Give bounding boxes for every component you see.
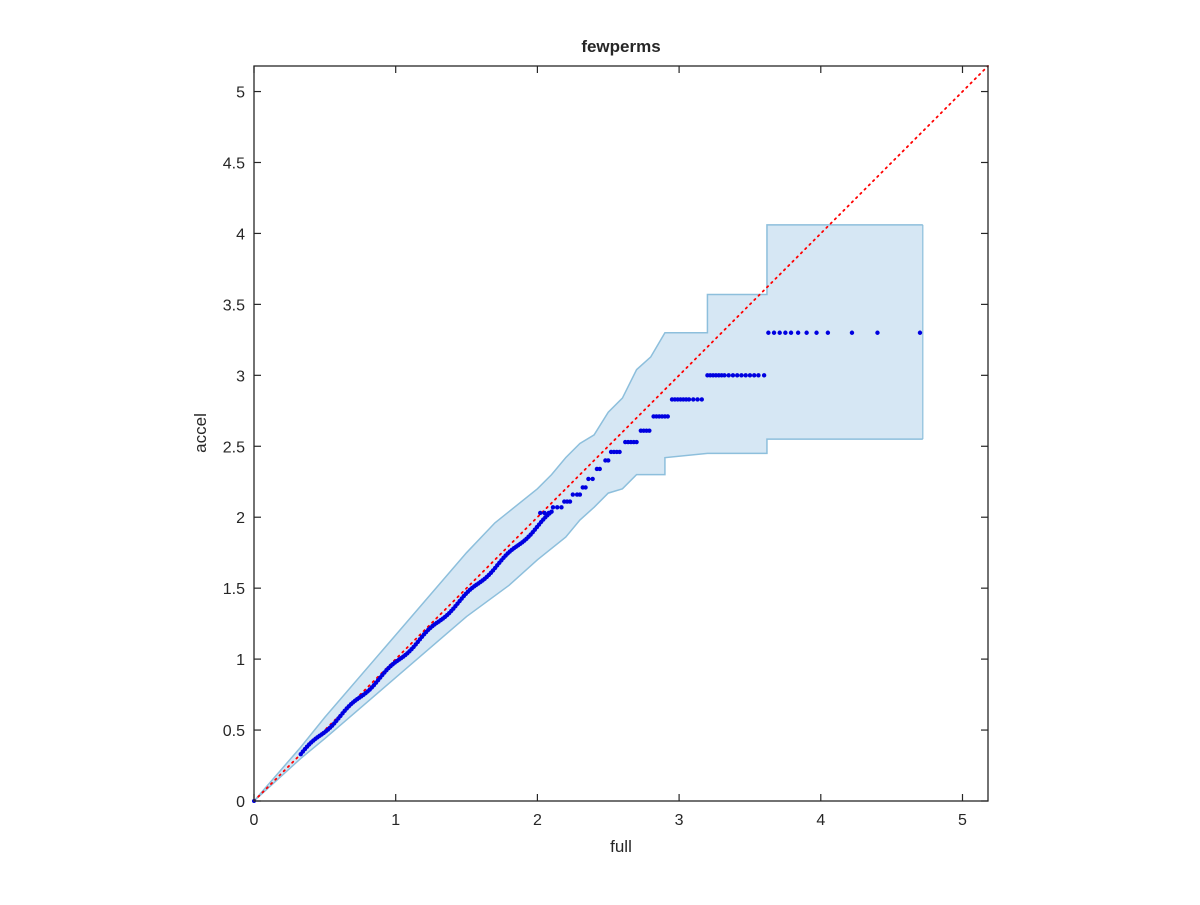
band-upper-edge: [253, 224, 923, 802]
data-point: [686, 397, 692, 402]
data-point: [734, 373, 740, 378]
y-tick-label: 0: [236, 794, 245, 811]
data-point: [777, 330, 782, 335]
confidence-band: [253, 224, 924, 802]
y-tick-label: 4.5: [223, 155, 245, 172]
data-point: [597, 466, 602, 472]
data-point: [804, 330, 809, 335]
data-point: [542, 510, 547, 516]
x-tick-label: 3: [675, 812, 684, 829]
data-point: [577, 492, 583, 497]
data-point: [634, 439, 639, 445]
data-point: [751, 373, 757, 378]
data-point: [795, 330, 801, 335]
data-point: [730, 373, 736, 378]
band-fill: [254, 224, 923, 801]
y-tick-label: 5: [236, 85, 245, 102]
data-point: [726, 373, 731, 378]
data-point: [761, 373, 767, 378]
x-axis-label: full: [610, 837, 632, 856]
x-tick-label: 1: [391, 812, 400, 829]
data-point: [766, 330, 771, 335]
data-point: [699, 397, 704, 402]
data-point: [756, 373, 761, 378]
chart-title: fewperms: [581, 37, 660, 56]
y-tick-label: 3.5: [223, 297, 245, 314]
data-point: [590, 476, 595, 482]
data-point: [586, 476, 591, 482]
data-point: [739, 373, 744, 378]
y-tick-label: 4: [236, 226, 245, 243]
x-tick-label: 2: [533, 812, 542, 829]
data-point: [538, 510, 543, 516]
data-point: [849, 330, 855, 335]
data-point: [825, 330, 831, 335]
data-point: [695, 397, 700, 402]
y-tick-label: 2: [236, 510, 245, 527]
data-point: [875, 330, 880, 335]
data-point: [665, 414, 670, 419]
identity-diagonal: [253, 65, 989, 802]
data-point: [747, 373, 753, 378]
data-point: [583, 485, 588, 490]
x-axis-ticks: 0 1 2 3 4 5: [250, 66, 967, 829]
data-point: [559, 505, 564, 510]
identity-line: [253, 65, 989, 802]
x-tick-label: 0: [250, 812, 259, 829]
data-point: [567, 499, 573, 504]
y-tick-label: 3: [236, 368, 245, 385]
data-point: [555, 505, 560, 510]
data-points: [252, 330, 923, 803]
data-point: [743, 373, 748, 378]
data-point: [814, 330, 819, 335]
data-point: [546, 510, 551, 516]
data-point: [617, 449, 622, 455]
x-tick-label: 4: [816, 812, 825, 829]
data-point: [550, 505, 556, 510]
y-tick-label: 2.5: [223, 439, 245, 456]
x-tick-label: 5: [958, 812, 967, 829]
y-tick-label: 1: [236, 652, 245, 669]
data-point: [647, 428, 652, 433]
data-point: [917, 330, 923, 335]
band-lower-edge: [253, 438, 923, 802]
y-tick-label: 0.5: [223, 723, 245, 740]
y-axis-label: accel: [191, 413, 210, 453]
y-tick-label: 1.5: [223, 581, 245, 598]
plot-frame: [253, 65, 989, 802]
data-point: [788, 330, 794, 335]
data-point: [691, 397, 696, 402]
data-point: [771, 330, 777, 335]
y-axis-ticks: 0 0.5 1 1.5 2 2.5 3 3.5 4 4.5 5: [223, 85, 988, 811]
axes-frame: [253, 65, 989, 802]
data-point: [570, 492, 576, 497]
data-point: [722, 373, 727, 378]
data-point: [606, 458, 611, 463]
data-point: [783, 330, 788, 335]
